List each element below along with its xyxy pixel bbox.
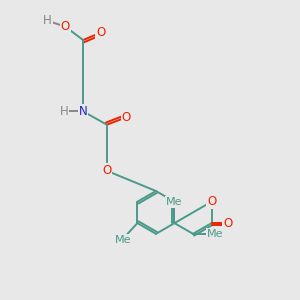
Text: Me: Me [115, 236, 132, 245]
Text: N: N [79, 105, 88, 118]
Text: O: O [102, 164, 112, 177]
Text: O: O [122, 111, 131, 124]
Text: H: H [43, 14, 52, 27]
Text: H: H [59, 105, 68, 118]
Text: O: O [223, 217, 232, 230]
Text: O: O [207, 195, 216, 208]
Text: Me: Me [166, 197, 183, 207]
Text: O: O [96, 26, 106, 39]
Text: Me: Me [207, 229, 223, 239]
Text: O: O [61, 20, 70, 33]
